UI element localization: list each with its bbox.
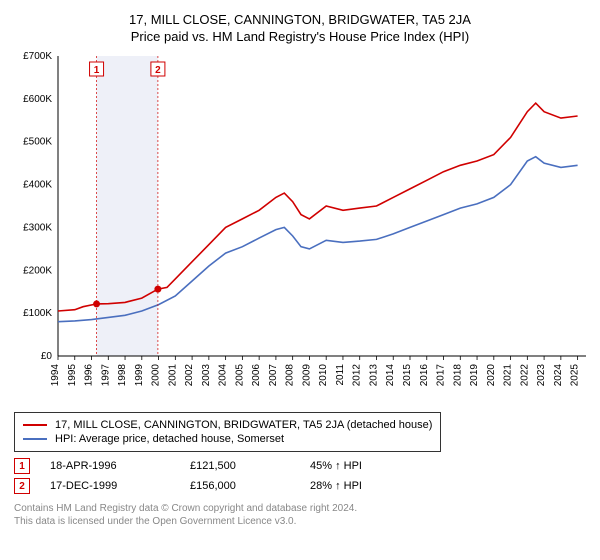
transaction-row: 2 17-DEC-1999£156,00028% ↑ HPI bbox=[14, 478, 586, 494]
legend: 17, MILL CLOSE, CANNINGTON, BRIDGWATER, … bbox=[14, 412, 441, 452]
svg-text:2007: 2007 bbox=[268, 364, 279, 387]
svg-text:1996: 1996 bbox=[84, 364, 95, 387]
svg-text:2013: 2013 bbox=[368, 364, 379, 387]
tx-hpi: 45% ↑ HPI bbox=[310, 460, 410, 472]
svg-text:2020: 2020 bbox=[486, 364, 497, 387]
legend-label-1: 17, MILL CLOSE, CANNINGTON, BRIDGWATER, … bbox=[55, 419, 432, 431]
svg-text:2023: 2023 bbox=[536, 364, 547, 387]
svg-text:2014: 2014 bbox=[385, 364, 396, 387]
legend-swatch-1 bbox=[23, 424, 47, 426]
svg-text:£300K: £300K bbox=[23, 222, 52, 233]
price-chart: £0 £100K £200K £300K £400K £500K £600K £700K 199… bbox=[10, 46, 590, 406]
svg-text:2016: 2016 bbox=[419, 364, 430, 387]
svg-text:1998: 1998 bbox=[117, 364, 128, 387]
svg-text:2011: 2011 bbox=[335, 364, 346, 386]
svg-text:2021: 2021 bbox=[503, 364, 514, 387]
tx-price: £121,500 bbox=[190, 460, 310, 472]
svg-text:2017: 2017 bbox=[436, 364, 447, 387]
svg-text:2015: 2015 bbox=[402, 364, 413, 387]
title-line-1: 17, MILL CLOSE, CANNINGTON, BRIDGWATER, … bbox=[10, 12, 590, 27]
svg-text:£700K: £700K bbox=[23, 51, 52, 62]
svg-text:2008: 2008 bbox=[285, 364, 296, 387]
transaction-row: 1 18-APR-1996£121,50045% ↑ HPI bbox=[14, 458, 586, 474]
tx-date: 18-APR-1996 bbox=[50, 460, 190, 472]
svg-text:1997: 1997 bbox=[100, 364, 111, 387]
svg-text:1995: 1995 bbox=[67, 364, 78, 387]
svg-text:1: 1 bbox=[94, 65, 100, 76]
svg-text:£600K: £600K bbox=[23, 94, 52, 105]
svg-text:2000: 2000 bbox=[151, 364, 162, 387]
tx-date: 17-DEC-1999 bbox=[50, 480, 190, 492]
legend-row-2: HPI: Average price, detached house, Some… bbox=[23, 433, 432, 445]
marker-num: 1 bbox=[14, 458, 30, 474]
svg-text:£400K: £400K bbox=[23, 180, 52, 191]
marker-num: 2 bbox=[14, 478, 30, 494]
svg-text:2025: 2025 bbox=[570, 364, 581, 387]
footer-line-2: This data is licensed under the Open Gov… bbox=[14, 515, 586, 528]
tx-hpi: 28% ↑ HPI bbox=[310, 480, 410, 492]
svg-text:2024: 2024 bbox=[553, 364, 564, 387]
footer-line-1: Contains HM Land Registry data © Crown c… bbox=[14, 502, 586, 515]
title-line-2: Price paid vs. HM Land Registry's House … bbox=[10, 29, 590, 44]
legend-row-1: 17, MILL CLOSE, CANNINGTON, BRIDGWATER, … bbox=[23, 419, 432, 431]
svg-text:£100K: £100K bbox=[23, 308, 52, 319]
svg-text:2019: 2019 bbox=[469, 364, 480, 387]
svg-text:2001: 2001 bbox=[167, 364, 178, 387]
svg-text:2005: 2005 bbox=[234, 364, 245, 387]
svg-text:2006: 2006 bbox=[251, 364, 262, 387]
svg-text:2022: 2022 bbox=[519, 364, 530, 387]
footer: Contains HM Land Registry data © Crown c… bbox=[14, 502, 586, 528]
svg-text:£0: £0 bbox=[41, 351, 53, 362]
svg-text:1999: 1999 bbox=[134, 364, 145, 387]
svg-text:£200K: £200K bbox=[23, 265, 52, 276]
tx-price: £156,000 bbox=[190, 480, 310, 492]
svg-text:2002: 2002 bbox=[184, 364, 195, 387]
legend-label-2: HPI: Average price, detached house, Some… bbox=[55, 433, 284, 445]
svg-text:1994: 1994 bbox=[50, 364, 61, 387]
svg-text:2012: 2012 bbox=[352, 364, 363, 387]
svg-text:2010: 2010 bbox=[318, 364, 329, 387]
svg-text:2009: 2009 bbox=[301, 364, 312, 387]
svg-text:2004: 2004 bbox=[218, 364, 229, 387]
svg-text:2: 2 bbox=[155, 65, 161, 76]
svg-text:£500K: £500K bbox=[23, 137, 52, 148]
svg-text:2003: 2003 bbox=[201, 364, 212, 387]
transactions-table: 1 18-APR-1996£121,50045% ↑ HPI 2 17-DEC-199… bbox=[14, 458, 586, 494]
legend-swatch-2 bbox=[23, 438, 47, 440]
svg-text:2018: 2018 bbox=[452, 364, 463, 387]
